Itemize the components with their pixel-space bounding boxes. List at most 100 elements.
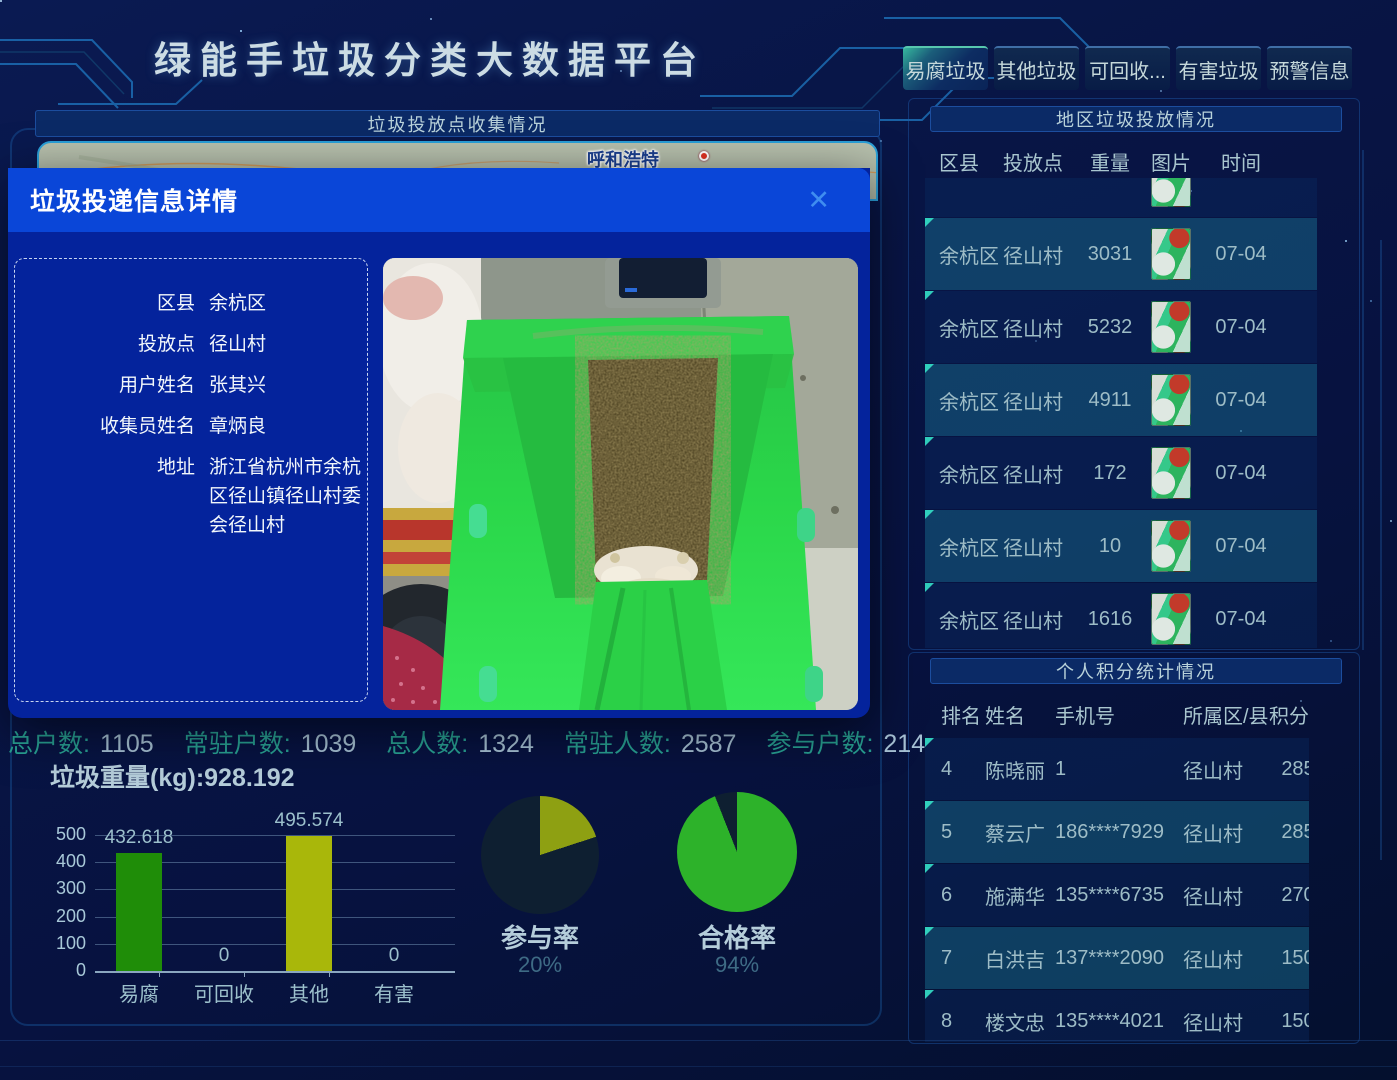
stat-value: 1039 bbox=[300, 730, 357, 758]
table-row[interactable] bbox=[925, 178, 1317, 217]
cell-score: 270 bbox=[1281, 883, 1309, 906]
row-photo-thumbnail[interactable] bbox=[1151, 593, 1191, 645]
cell-name: 陈晓丽 bbox=[985, 760, 1045, 783]
collection-panel-header: 垃圾投放点收集情况 bbox=[35, 110, 880, 137]
table-row: 7 白洪吉 137****2090 径山村 150 bbox=[925, 927, 1309, 989]
cell-photo bbox=[1143, 228, 1199, 280]
stat-label: 常驻户数: bbox=[183, 730, 291, 758]
cell-point: 径山村 bbox=[1003, 318, 1063, 341]
region-col-header: 图片 bbox=[1151, 152, 1191, 175]
stat-label: 参与户数: bbox=[766, 730, 874, 758]
cell-weight: 3031 bbox=[1087, 242, 1133, 265]
region-panel-title: 地区垃圾投放情况 bbox=[1056, 110, 1216, 130]
tab-category-2[interactable]: 可回收... bbox=[1085, 46, 1170, 90]
row-photo-thumbnail[interactable] bbox=[1151, 447, 1191, 499]
field-label: 地址 bbox=[156, 457, 195, 478]
table-row: 4 陈晓丽 1 径山村 285 bbox=[925, 738, 1309, 800]
region-col-header: 投放点 bbox=[1003, 152, 1063, 175]
cell-date: 07-04 bbox=[1215, 461, 1267, 484]
cell-district: 余杭区 bbox=[939, 464, 999, 487]
tab-category-3[interactable]: 有害垃圾 bbox=[1176, 46, 1261, 90]
bar-value-label: 432.618 bbox=[104, 827, 174, 849]
stat-label: 常驻人数: bbox=[563, 730, 671, 758]
category-label: 可回收 bbox=[194, 984, 254, 1006]
field-value: 章炳良 bbox=[209, 416, 267, 437]
close-icon[interactable]: ✕ bbox=[807, 184, 830, 215]
participation-pie-value: 20% bbox=[517, 952, 563, 977]
region-col-header: 重量 bbox=[1090, 152, 1130, 175]
field-label: 收集员姓名 bbox=[99, 416, 195, 437]
detail-field: 投放点 径山村 bbox=[15, 330, 367, 359]
cell-weight: 10 bbox=[1098, 534, 1122, 557]
y-tick-label: 0 bbox=[75, 960, 86, 980]
pass-rate-pie-chart bbox=[677, 792, 797, 912]
cell-date: 07-04 bbox=[1215, 242, 1267, 265]
cell-district: 余杭区 bbox=[939, 245, 999, 268]
gridline bbox=[95, 943, 455, 945]
y-tick-label: 200 bbox=[55, 905, 86, 926]
x-tick bbox=[244, 971, 245, 977]
cell-score: 150 bbox=[1281, 946, 1309, 969]
score-col-header: 姓名 bbox=[985, 705, 1025, 728]
cell-weight: 5232 bbox=[1087, 315, 1133, 338]
edge-decoration bbox=[1380, 240, 1382, 860]
tab-category-1[interactable]: 其他垃圾 bbox=[994, 46, 1079, 90]
divider bbox=[0, 1040, 1397, 1041]
table-row[interactable]: 余杭区 径山村 3031 07-04 bbox=[925, 218, 1317, 290]
cell-weight: 1616 bbox=[1087, 607, 1133, 630]
tab-category-0[interactable]: 易腐垃圾 bbox=[903, 46, 988, 90]
delivery-photo bbox=[383, 258, 858, 710]
participation-pie-title: 参与率 bbox=[500, 923, 579, 953]
pass-rate-pie-value: 94% bbox=[714, 952, 760, 977]
stat-item: 总人数: 1324 bbox=[386, 724, 534, 760]
collection-panel-title: 垃圾投放点收集情况 bbox=[367, 114, 548, 135]
stat-item: 参与户数: 214 bbox=[766, 724, 925, 760]
table-row[interactable]: 余杭区 径山村 5232 07-04 bbox=[925, 291, 1317, 363]
stats-row: 总户数: 1105 常驻户数: 1039 总人数: 1324 常驻人数: 2587 参与户数: 2… bbox=[8, 724, 925, 760]
score-col-header: 手机号 bbox=[1055, 705, 1115, 728]
cell-name: 楼文忠 bbox=[985, 1012, 1045, 1035]
row-photo-thumbnail[interactable] bbox=[1151, 374, 1191, 426]
map-city-label: 呼和浩特 bbox=[587, 150, 659, 170]
table-row[interactable]: 余杭区 径山村 1616 07-04 bbox=[925, 583, 1317, 648]
cell-area: 径山村 bbox=[1183, 823, 1243, 846]
category-label: 易腐 bbox=[119, 984, 159, 1006]
cell-area: 径山村 bbox=[1183, 949, 1243, 972]
table-row[interactable]: 余杭区 径山村 4911 07-04 bbox=[925, 364, 1317, 436]
bar-value-label: 0 bbox=[388, 945, 400, 966]
y-tick-label: 100 bbox=[55, 932, 86, 953]
stat-item: 常驻人数: 2587 bbox=[564, 724, 737, 760]
garbage-weight-bar-chart: 0 100 200 300 400 500 432.618 易腐 0 可回收 495.574 其他 0 有… bbox=[40, 800, 470, 1014]
delivery-detail-modal: 垃圾投递信息详情 ✕ 区县 余杭区 投放点 径山村 用户姓名 张其兴 收集员姓名 章炳良 地址浙… bbox=[8, 168, 870, 718]
row-photo-thumbnail[interactable] bbox=[1151, 520, 1191, 572]
row-photo-thumbnail[interactable] bbox=[1151, 228, 1191, 280]
cell-date: 07-04 bbox=[1215, 315, 1267, 338]
divider bbox=[0, 1066, 1397, 1067]
region-table-header: 区县 投放点 重量 图片 时间 bbox=[925, 146, 1317, 176]
table-row: 5 蔡云广 186****7929 径山村 285 bbox=[925, 801, 1309, 863]
detail-field: 地址 浙江省杭州市余杭区径山镇径山村委会径山村 bbox=[15, 453, 367, 540]
cell-rank: 8 bbox=[941, 1009, 953, 1032]
x-tick bbox=[159, 971, 160, 977]
field-value: 余杭区 bbox=[209, 293, 267, 314]
field-value: 张其兴 bbox=[209, 375, 267, 396]
cell-score: 285 bbox=[1281, 757, 1309, 780]
table-row: 6 施满华 135****6735 径山村 270 bbox=[925, 864, 1309, 926]
delivery-info-box: 区县 余杭区 投放点 径山村 用户姓名 张其兴 收集员姓名 章炳良 地址 浙江省杭州市余杭区径山镇… bbox=[14, 258, 368, 702]
bar bbox=[286, 836, 332, 971]
detail-field: 收集员姓名 章炳良 bbox=[15, 412, 367, 441]
cell-photo bbox=[1143, 178, 1199, 207]
cell-point: 径山村 bbox=[1003, 245, 1063, 268]
table-row[interactable]: 余杭区 径山村 172 07-04 bbox=[925, 437, 1317, 509]
participation-pie-chart bbox=[481, 796, 599, 914]
tab-category-4[interactable]: 预警信息 bbox=[1267, 46, 1352, 90]
table-row[interactable]: 余杭区 径山村 10 07-04 bbox=[925, 510, 1317, 582]
row-photo-thumbnail[interactable] bbox=[1151, 178, 1191, 207]
total-weight-label: 垃圾重量(kg):928.192 bbox=[50, 764, 295, 792]
score-table-header: 排名 姓名 手机号 所属区/县 积分 bbox=[925, 698, 1309, 730]
region-table: 余杭区 径山村 3031 07-04 余杭区 径山村 5232 07-04 余杭区 径山村 4911… bbox=[925, 178, 1317, 648]
cell-name: 白洪吉 bbox=[985, 949, 1045, 972]
row-photo-thumbnail[interactable] bbox=[1151, 301, 1191, 353]
stat-value: 1105 bbox=[99, 730, 154, 758]
cell-score: 285 bbox=[1281, 820, 1309, 843]
